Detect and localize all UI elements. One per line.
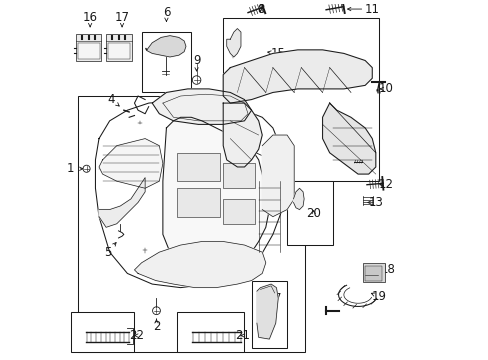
Text: 6: 6: [163, 6, 170, 19]
Polygon shape: [99, 177, 145, 227]
Bar: [363, 263, 385, 282]
Bar: [76, 34, 102, 60]
Polygon shape: [256, 284, 278, 339]
Text: 19: 19: [371, 290, 386, 303]
Bar: [78, 96, 304, 351]
Bar: [177, 312, 244, 351]
Text: 4: 4: [221, 249, 228, 262]
Text: 2: 2: [152, 320, 160, 333]
Polygon shape: [223, 103, 262, 167]
Polygon shape: [293, 188, 304, 210]
Bar: [251, 280, 286, 348]
Text: 18: 18: [380, 264, 395, 276]
Text: 9: 9: [192, 54, 200, 67]
Text: 1: 1: [67, 162, 74, 175]
Text: 10: 10: [378, 82, 393, 95]
Polygon shape: [262, 135, 294, 217]
Bar: [223, 199, 255, 224]
Bar: [177, 153, 219, 181]
Polygon shape: [145, 36, 185, 57]
Text: 14: 14: [359, 155, 374, 168]
Bar: [365, 266, 382, 280]
Text: 13: 13: [367, 196, 383, 209]
Bar: [70, 312, 134, 351]
Text: 16: 16: [82, 12, 98, 24]
Bar: [78, 43, 100, 59]
Polygon shape: [226, 28, 241, 57]
Text: 5: 5: [104, 246, 111, 258]
Bar: [106, 34, 131, 60]
Text: 22: 22: [128, 329, 143, 342]
Bar: [223, 18, 379, 181]
Polygon shape: [99, 139, 163, 188]
Text: 7: 7: [274, 292, 282, 305]
Bar: [223, 163, 255, 188]
Polygon shape: [223, 50, 371, 103]
Text: 21: 21: [235, 329, 250, 342]
Polygon shape: [322, 103, 375, 174]
Text: 15: 15: [270, 47, 285, 60]
Bar: [177, 188, 219, 217]
Text: 11: 11: [364, 3, 379, 15]
Polygon shape: [134, 242, 265, 288]
Bar: [108, 43, 130, 59]
Text: 8: 8: [256, 3, 264, 15]
Text: 17: 17: [114, 12, 129, 24]
Text: 20: 20: [305, 207, 321, 220]
Polygon shape: [95, 100, 286, 288]
Text: 4: 4: [107, 93, 115, 106]
Bar: [286, 181, 332, 245]
Polygon shape: [163, 117, 269, 266]
Text: 3: 3: [267, 153, 274, 166]
Text: 12: 12: [378, 178, 393, 191]
Polygon shape: [152, 89, 251, 125]
Bar: [142, 32, 191, 93]
